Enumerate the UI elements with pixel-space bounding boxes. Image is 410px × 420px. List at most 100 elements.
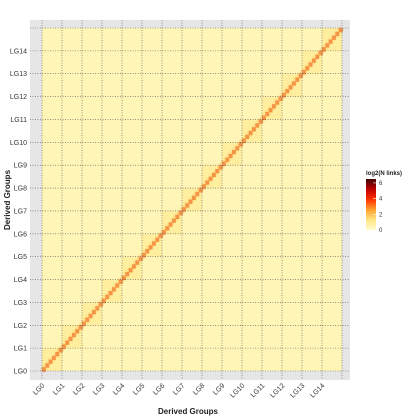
diagonal-cell xyxy=(122,275,126,281)
diagonal-cell xyxy=(335,31,340,37)
diagonal-cell xyxy=(218,165,223,170)
diagonal-cell xyxy=(208,176,213,181)
diagonal-cell xyxy=(165,226,170,231)
diagonal-cell xyxy=(215,169,220,174)
diagonal-cell xyxy=(268,108,273,113)
diagonal-halo xyxy=(39,26,345,373)
diagonal-cell xyxy=(322,47,326,52)
diagonal-cell xyxy=(102,298,106,303)
x-tick-label: LG11 xyxy=(250,382,267,399)
intra-group-block xyxy=(182,188,202,211)
intra-group-block xyxy=(102,279,122,303)
diagonal-cell xyxy=(105,294,110,300)
intra-group-block xyxy=(142,233,162,257)
legend-ticks: 6 4 2 0 xyxy=(373,181,383,234)
x-tick-label: LG3 xyxy=(92,382,106,396)
intra-group-block xyxy=(122,256,142,280)
x-axis-title: Derived Groups xyxy=(158,407,219,416)
x-axis-ticks: LG0 LG1 LG2 LG3 LG4 LG5 LG6 LG7 LG8 LG9 LG10 LG11 LG… xyxy=(32,382,326,399)
y-tick-label: LG6 xyxy=(14,231,27,238)
diagonal-cell xyxy=(325,43,330,48)
diagonal-cell xyxy=(198,188,203,193)
intra-group-block xyxy=(162,210,182,234)
diagonal-cell xyxy=(192,195,196,200)
diagonal-cell xyxy=(212,172,216,178)
y-tick-label: LG0 xyxy=(14,369,27,376)
diagonal-cell xyxy=(115,283,120,288)
diagonal-cell xyxy=(252,127,256,132)
x-tick-label: LG12 xyxy=(269,382,286,399)
y-tick-label: LG7 xyxy=(14,208,27,215)
diagonal-cell xyxy=(72,332,76,338)
y-tick-label: LG13 xyxy=(10,71,27,78)
diagonal-cell xyxy=(112,287,116,292)
y-tick-label: LG9 xyxy=(14,163,27,170)
y-tick-label: LG10 xyxy=(10,140,27,147)
heatmap-marks xyxy=(39,26,345,373)
x-tick-label: LG10 xyxy=(229,382,246,399)
intra-group-block xyxy=(242,119,262,143)
group-gridlines xyxy=(30,20,350,380)
diagonal-cell xyxy=(158,233,163,239)
diagonal-cell xyxy=(202,184,206,189)
diagonal-cell xyxy=(295,77,300,82)
x-tick-label: LG2 xyxy=(72,382,86,396)
diagonal-cell xyxy=(185,203,190,208)
diagonal-cell xyxy=(248,130,253,136)
intra-group-block xyxy=(282,73,302,97)
diagonal-cell xyxy=(238,142,243,147)
y-tick-label: LG5 xyxy=(14,254,27,261)
diagonal-cell xyxy=(172,218,176,223)
diagonal-cell xyxy=(285,88,290,94)
x-tick-label: LG0 xyxy=(32,382,46,396)
diagonal-cell xyxy=(278,96,283,101)
x-tick-label: LG9 xyxy=(212,382,226,396)
diagonal-cell xyxy=(138,256,143,261)
diagonal-cell xyxy=(108,290,113,296)
legend-colorbar xyxy=(366,179,376,230)
diagonal-cell xyxy=(308,62,313,67)
x-tick-label: LG13 xyxy=(289,382,306,399)
x-tick-label: LG7 xyxy=(172,382,186,396)
intra-group-block xyxy=(82,302,102,326)
diagonal-cell xyxy=(162,229,166,235)
legend-tick-label: 2 xyxy=(379,212,383,218)
diagonal-cell xyxy=(245,134,250,140)
diagonal-cell xyxy=(305,66,310,71)
diagonal-cell xyxy=(45,363,50,368)
diagonal-cell xyxy=(195,191,200,197)
diagonal-cell xyxy=(332,35,336,40)
diagonal-cell xyxy=(148,245,153,250)
x-tick-label: LG8 xyxy=(192,382,206,396)
diagonal-cell xyxy=(282,92,286,98)
diagonal-cell xyxy=(312,58,316,63)
diagonal-cell xyxy=(118,279,123,284)
diagonal-cell xyxy=(82,321,86,326)
diagonal-cell xyxy=(262,115,266,120)
diagonal-cell xyxy=(168,222,173,227)
diagonal-cell xyxy=(125,271,130,277)
diagonal-cell xyxy=(178,210,183,216)
legend-tick-label: 6 xyxy=(379,181,383,187)
y-tick-label: LG3 xyxy=(14,300,27,307)
y-tick-label: LG11 xyxy=(10,117,27,124)
legend-tick-label: 4 xyxy=(379,197,383,203)
intra-group-block xyxy=(262,96,282,120)
diagonal-cell xyxy=(155,237,160,242)
diagonal-cell xyxy=(62,344,66,349)
diagonal-cell xyxy=(182,207,186,212)
diagonal-cell xyxy=(145,249,150,254)
diagonal-cell xyxy=(275,100,280,105)
diagonal-cell xyxy=(48,359,53,364)
y-tick-label: LG4 xyxy=(14,277,27,284)
diagonal-cell xyxy=(135,260,140,265)
legend-title: log2(N links) xyxy=(366,171,402,177)
diagonal-cell xyxy=(152,241,156,246)
diagonal-cell xyxy=(235,146,240,151)
intra-group-block xyxy=(222,142,242,166)
diagonal-cell xyxy=(225,157,230,162)
diagonal-cell xyxy=(328,39,333,44)
diagonal-cell xyxy=(58,348,63,353)
diagonal-cell xyxy=(315,54,320,59)
